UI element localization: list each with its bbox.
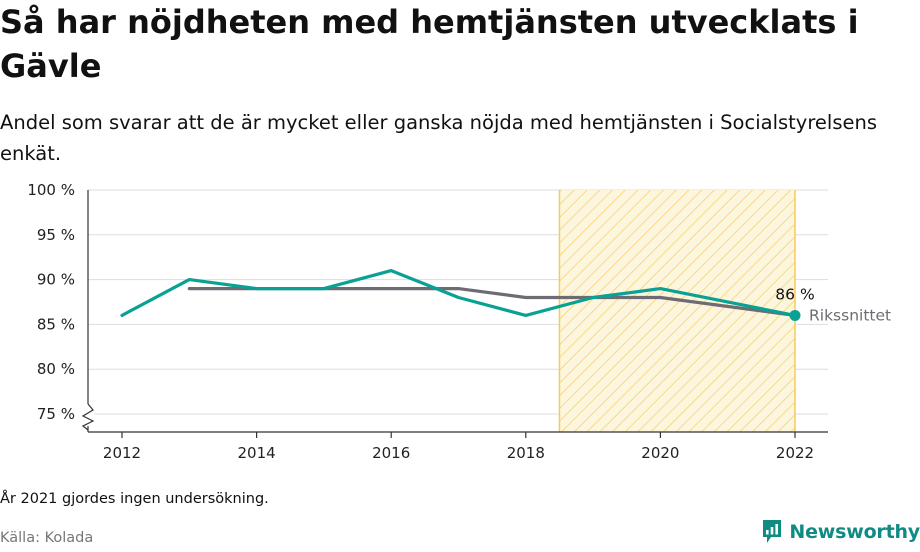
line-chart: 100 % 95 % 90 % 85 % 80 % 75 % 2012 2014 2016 201… [27, 181, 891, 462]
data-labels: 86 % Rikssnittet [775, 285, 891, 324]
brand-logo: Newsworthy [761, 518, 920, 546]
x-tick-label: 2012 [103, 444, 141, 462]
x-tick-label: 2022 [776, 444, 814, 462]
source-note: Källa: Kolada [0, 530, 94, 546]
y-tick-label: 100 % [27, 181, 75, 199]
y-tick-label: 85 % [37, 315, 75, 333]
x-tick-label: 2014 [238, 444, 276, 462]
x-tick-label: 2020 [641, 444, 679, 462]
series-lines [120, 269, 797, 317]
end-value-label: 86 % [775, 285, 814, 303]
series-line-gavle [120, 269, 797, 317]
y-tick-label: 90 % [37, 271, 75, 289]
brand-name: Newsworthy [789, 521, 920, 543]
axis-break-icon [81, 403, 95, 431]
y-tick-label: 75 % [37, 405, 75, 423]
newsworthy-logo-icon [763, 520, 782, 543]
chart-subtitle: Andel som svarar att de är mycket eller … [0, 111, 878, 165]
y-tick-label: 95 % [37, 226, 75, 244]
x-tick-label: 2018 [507, 444, 545, 462]
x-tick-label: 2016 [372, 444, 410, 462]
footnote: År 2021 gjordes ingen undersökning. [0, 491, 269, 507]
series-label-rikssnittet: Rikssnittet [809, 306, 891, 324]
y-tick-label: 80 % [37, 360, 75, 378]
end-point-marker [789, 309, 801, 321]
axes: 100 % 95 % 90 % 85 % 80 % 75 % 2012 2014 2016 201… [27, 181, 828, 462]
chart-title: Så har nöjdheten med hemtjänsten utveckl… [0, 3, 859, 85]
